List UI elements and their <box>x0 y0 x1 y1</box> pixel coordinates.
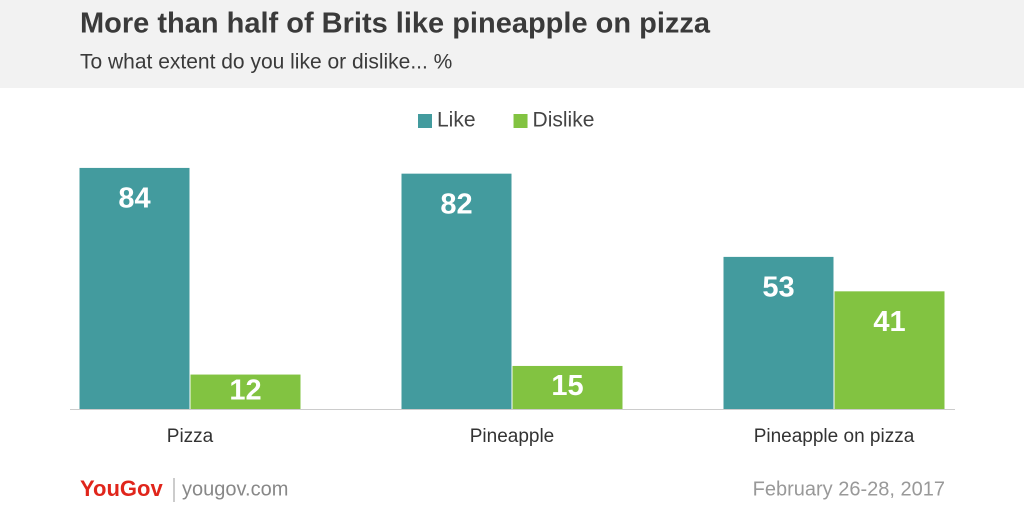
bar <box>723 256 834 409</box>
bar <box>834 291 945 409</box>
x-tick-label: Pineapple <box>470 426 555 447</box>
brand-logo: YouGov <box>80 476 163 501</box>
bar <box>79 167 190 409</box>
legend-label: Like <box>437 109 476 132</box>
bar-value-label: 53 <box>762 272 794 304</box>
bar-value-label: 15 <box>551 370 583 402</box>
bar <box>512 365 623 409</box>
bar-value-label: 41 <box>873 306 905 338</box>
x-tick-label: Pineapple on pizza <box>754 426 915 447</box>
footer-date: February 26-28, 2017 <box>753 478 945 500</box>
bar <box>401 173 512 409</box>
legend-swatch <box>513 114 528 128</box>
legend-label: Dislike <box>533 109 595 132</box>
chart-subtitle: To what extent do you like or dislike...… <box>80 51 452 74</box>
footer-site: yougov.com <box>182 478 288 500</box>
bar-value-label: 82 <box>440 188 472 220</box>
bar-value-label: 84 <box>118 183 150 215</box>
header-background <box>0 0 1024 88</box>
bar <box>190 374 301 409</box>
bar-value-label: 12 <box>229 374 261 406</box>
chart-title: More than half of Brits like pineapple o… <box>80 8 711 40</box>
x-tick-label: Pizza <box>167 426 214 447</box>
legend-swatch <box>418 114 432 128</box>
